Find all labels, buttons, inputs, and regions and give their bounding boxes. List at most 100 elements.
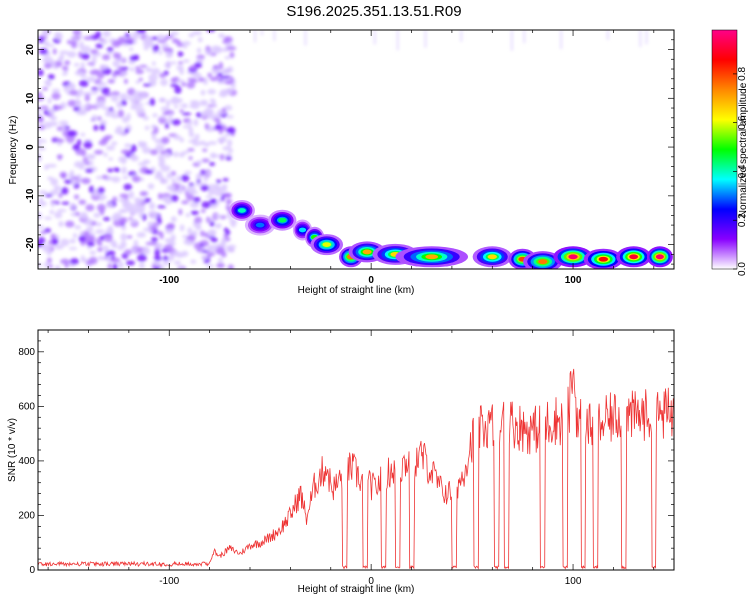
noise-blob [91,56,97,65]
noise-blob [139,191,148,197]
noise-blob [193,196,201,203]
noise-blob [178,151,186,158]
noise-blob [78,41,84,50]
noise-blob [106,145,116,151]
noise-blob [157,192,163,200]
noise-blob [130,153,137,161]
noise-blob [99,124,106,131]
noise-blob [70,40,77,48]
noise-blob [38,196,43,203]
noise-blob [66,39,72,45]
noise-blob [71,176,80,180]
noise-blob [206,216,211,224]
noise-blob [119,217,128,224]
noise-blob [66,130,77,137]
noise-blob [206,252,216,257]
noise-blob [180,250,189,257]
noise-blob [103,234,113,243]
noise-blob [149,149,159,156]
colorbar-ticks: 0.0 0.2 0.4 0.6 0.8 [733,67,748,276]
noise-blob [97,82,108,86]
noise-blob [182,235,188,239]
noise-blob [205,195,213,199]
noise-blob [185,212,191,218]
noise-blob [123,183,133,191]
noise-blob [196,112,202,118]
noise-blob [162,260,171,266]
noise-blob [219,136,227,142]
noise-blob [111,39,121,48]
noise-blob [142,115,149,121]
noise-blob [192,30,203,36]
noise-blob [179,68,185,75]
noise-blob [38,200,47,207]
noise-streak [639,30,642,48]
noise-blob [68,246,78,251]
noise-blob [44,216,53,220]
noise-blob [125,260,136,266]
noise-blob [188,156,193,161]
noise-blob [88,185,94,194]
noise-blob [196,247,202,252]
noise-blob [67,83,74,89]
noise-streak [254,30,257,43]
noise-blob [98,197,105,202]
noise-blob [112,196,118,203]
noise-blob [216,118,221,125]
noise-blob [179,224,185,232]
noise-blob [98,100,106,107]
noise-blob [60,258,70,265]
noise-blob [200,208,206,213]
noise-blob [81,177,91,185]
noise-blob [83,91,93,97]
noise-blob [181,82,187,87]
noise-blob [194,216,203,224]
spectrogram-x-ticks: -100 0 100 [47,30,655,286]
noise-blob [110,141,118,146]
noise-streak [273,30,276,41]
colorbar-tick-label: 0.2 [737,213,748,227]
noise-blob [139,92,148,98]
noise-blob [74,225,82,230]
noise-blob [73,194,80,200]
noise-blob [110,257,121,263]
noise-blob [72,143,81,151]
noise-blob [158,50,163,55]
noise-blob [57,208,67,213]
noise-blob [191,230,198,237]
noise-blob [188,182,195,187]
colorbar-tick-label: 0.8 [737,67,748,81]
noise-blob [43,261,50,268]
noise-blob [143,35,152,44]
noise-blob [132,175,141,183]
noise-blob [220,75,230,79]
noise-blob [111,242,118,249]
noise-blob [174,85,182,94]
noise-blob [217,80,226,85]
x-tick-label: -100 [159,275,179,286]
noise-blob [187,148,195,152]
noise-blob [119,93,128,101]
noise-blob [151,132,157,141]
noise-blob [209,230,216,237]
noise-blob [213,185,221,192]
noise-blob [132,90,142,99]
noise-blob [70,212,77,217]
noise-blob [208,141,217,145]
noise-blob [173,151,179,158]
noise-blob [78,88,84,96]
noise-blob [219,153,225,161]
noise-streak [396,30,399,51]
noise-blob [135,208,145,213]
noise-blob [126,235,133,239]
noise-blob [223,89,234,94]
noise-blob [196,160,202,165]
noise-blob [217,72,223,77]
noise-blob [93,124,99,131]
noise-blob [127,96,133,101]
noise-blob [208,187,213,196]
noise-blob [102,30,111,38]
noise-blob [179,266,184,269]
noise-blob [38,138,44,143]
